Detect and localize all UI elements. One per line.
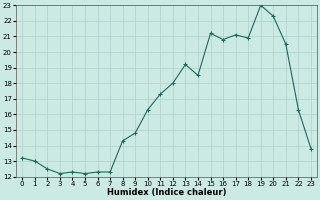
X-axis label: Humidex (Indice chaleur): Humidex (Indice chaleur) — [107, 188, 226, 197]
